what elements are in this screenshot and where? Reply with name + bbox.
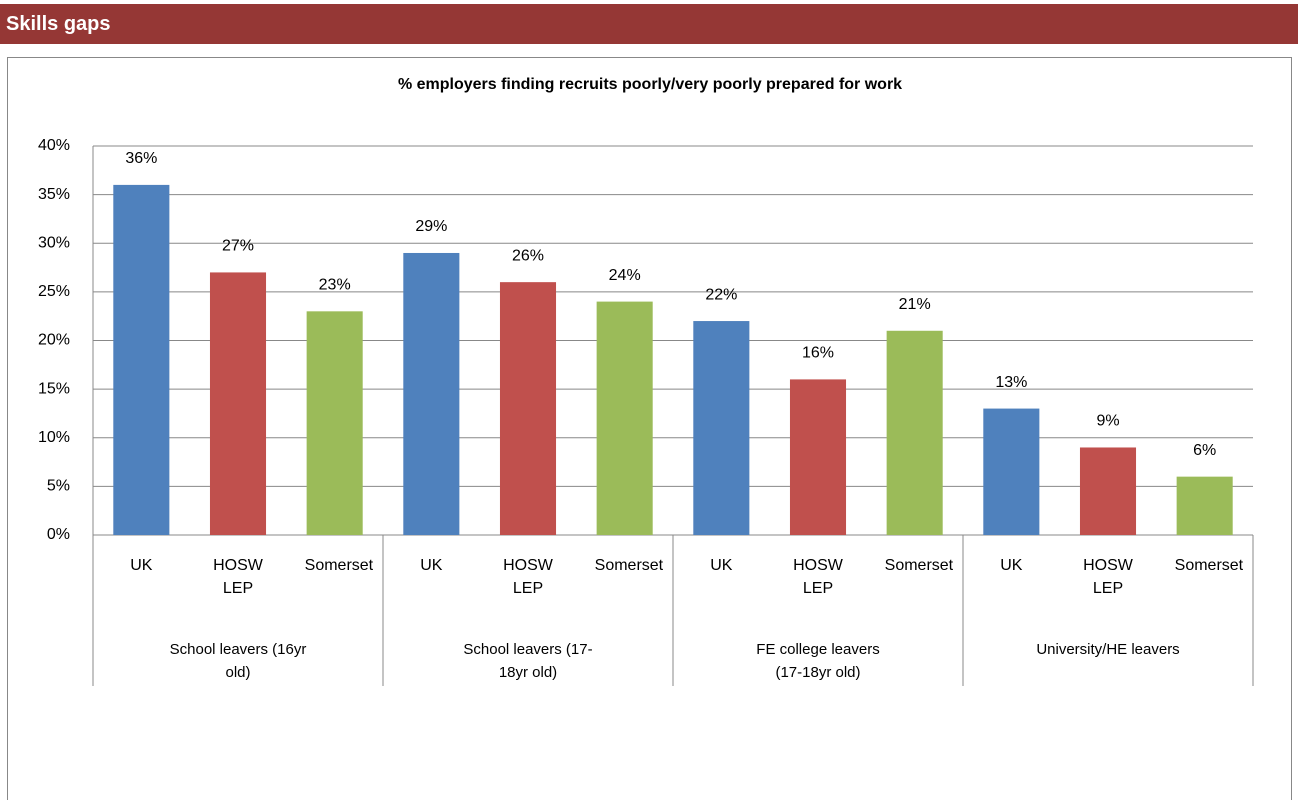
value-label: 27% [222,238,254,255]
y-tick-label: 0% [47,526,70,543]
value-label: 29% [415,218,447,235]
bar [113,184,170,535]
bar [499,282,557,535]
x-tick-label: UK [130,557,153,574]
value-label: 26% [512,247,544,264]
bar [1079,447,1137,535]
value-label: 24% [609,267,641,284]
header-title: Skills gaps [0,4,1298,44]
y-tick-label: 20% [38,332,70,349]
y-tick-label: 5% [47,478,70,495]
x-tick-label: Somerset [884,557,954,574]
x-tick-label: Somerset [1174,557,1244,574]
bar [886,330,943,535]
bar [1176,476,1233,535]
value-label: 16% [802,345,834,362]
x-tick-label: Somerset [304,557,374,574]
x-tick-label: HOSW LEP [1083,557,1133,597]
group-label: University/HE leavers [1036,641,1180,658]
x-tick-label: UK [420,557,443,574]
x-tick-label: Somerset [594,557,664,574]
y-tick-label: 30% [38,234,70,251]
x-tick-label: UK [710,557,733,574]
x-tick-label: UK [1000,557,1023,574]
x-tick-label: HOSW LEP [793,557,843,597]
value-label: 22% [705,286,737,303]
chart-frame [7,57,1292,800]
y-tick-label: 25% [38,283,70,300]
bar [209,272,267,535]
bar [983,408,1040,535]
y-tick-label: 40% [38,137,70,154]
bar [596,301,653,535]
chart-title: % employers finding recruits poorly/very… [398,76,902,93]
x-tick-label: HOSW LEP [213,557,263,597]
bar [403,252,460,535]
value-label: 23% [319,277,351,294]
group-label: FE college leavers (17-18yr old) [756,641,880,681]
bar [789,379,847,535]
group-label: School leavers (16yr old) [169,641,307,681]
bar [306,311,363,535]
value-label: 36% [125,150,157,167]
value-label: 21% [899,296,931,313]
y-tick-label: 35% [38,186,70,203]
y-tick-label: 10% [38,429,70,446]
group-label: School leavers (17-18yr old) [463,641,593,681]
value-label: 13% [995,374,1027,391]
value-label: 6% [1193,442,1216,459]
x-tick-label: HOSW LEP [503,557,553,597]
bar [693,321,750,535]
value-label: 9% [1096,413,1119,430]
y-tick-label: 15% [38,380,70,397]
